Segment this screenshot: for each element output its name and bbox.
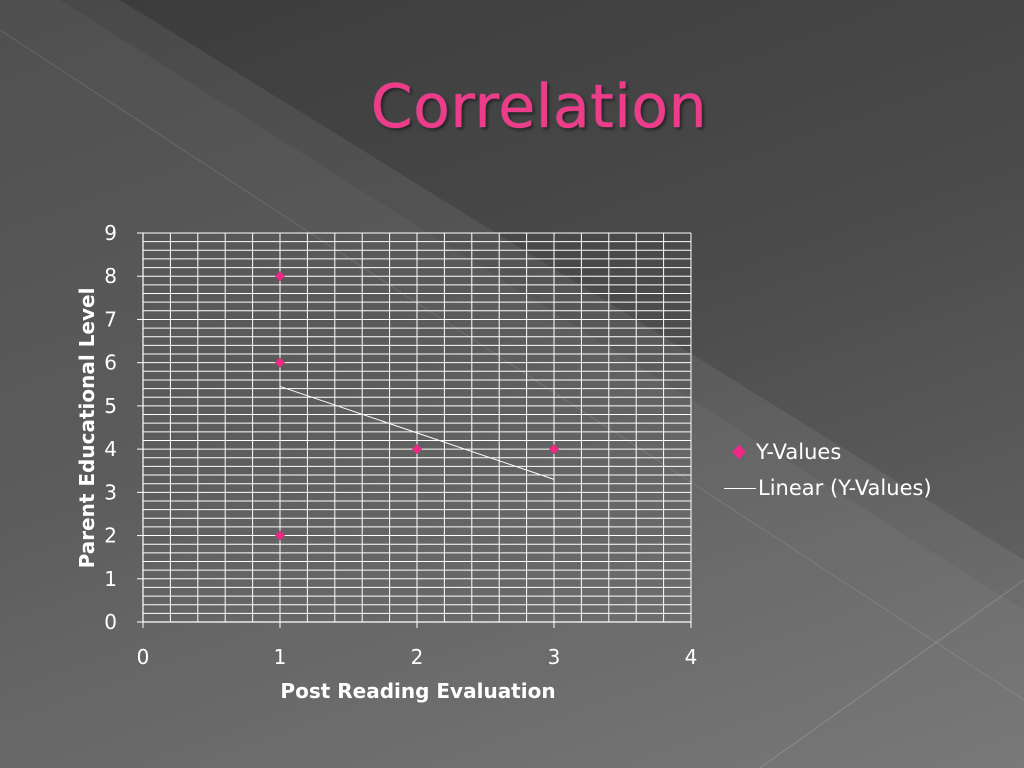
trendline: [279, 385, 555, 480]
legend-item-linear: Linear (Y-Values): [724, 470, 932, 506]
trendline-layer: [279, 385, 555, 480]
data-points: [275, 271, 559, 541]
legend-label-y-values: Y-Values: [756, 440, 842, 464]
x-tick-label: 1: [274, 645, 287, 669]
y-tick-label: 8: [104, 264, 117, 288]
plot-grid: [143, 232, 692, 622]
y-tick-label: 5: [104, 394, 117, 418]
y-tick-label: 1: [104, 567, 117, 591]
data-point: [412, 444, 422, 455]
x-tick-label: 4: [685, 645, 698, 669]
slide-title: Correlation: [370, 72, 708, 142]
legend-label-linear: Linear (Y-Values): [758, 476, 932, 500]
y-axis-title: Parent Educational Level: [75, 288, 99, 569]
diamond-marker-icon: [731, 444, 747, 460]
x-tick-label: 2: [411, 645, 424, 669]
y-tick-label: 6: [104, 351, 117, 375]
chart-legend: Y-Values Linear (Y-Values): [724, 434, 932, 506]
y-tick-label: 2: [104, 524, 117, 548]
x-tick-label: 0: [137, 645, 150, 669]
y-tick-label: 4: [104, 437, 117, 461]
y-tick-label: 0: [104, 610, 117, 634]
y-tick-label: 9: [104, 221, 117, 245]
chart-axes: [137, 232, 692, 628]
y-tick-label: 3: [104, 480, 117, 504]
data-point: [549, 444, 559, 455]
tick-labels: 0 1 2 3 4 5 6 7 8 9 0 1 2 3 4: [104, 221, 697, 669]
data-point: [275, 530, 285, 541]
legend-item-y-values: Y-Values: [724, 434, 932, 470]
x-axis-title: Post Reading Evaluation: [280, 679, 555, 703]
y-tick-label: 7: [104, 307, 117, 331]
data-point: [275, 271, 285, 282]
data-point: [275, 357, 285, 368]
x-tick-label: 3: [548, 645, 561, 669]
line-marker-icon: [724, 487, 756, 489]
